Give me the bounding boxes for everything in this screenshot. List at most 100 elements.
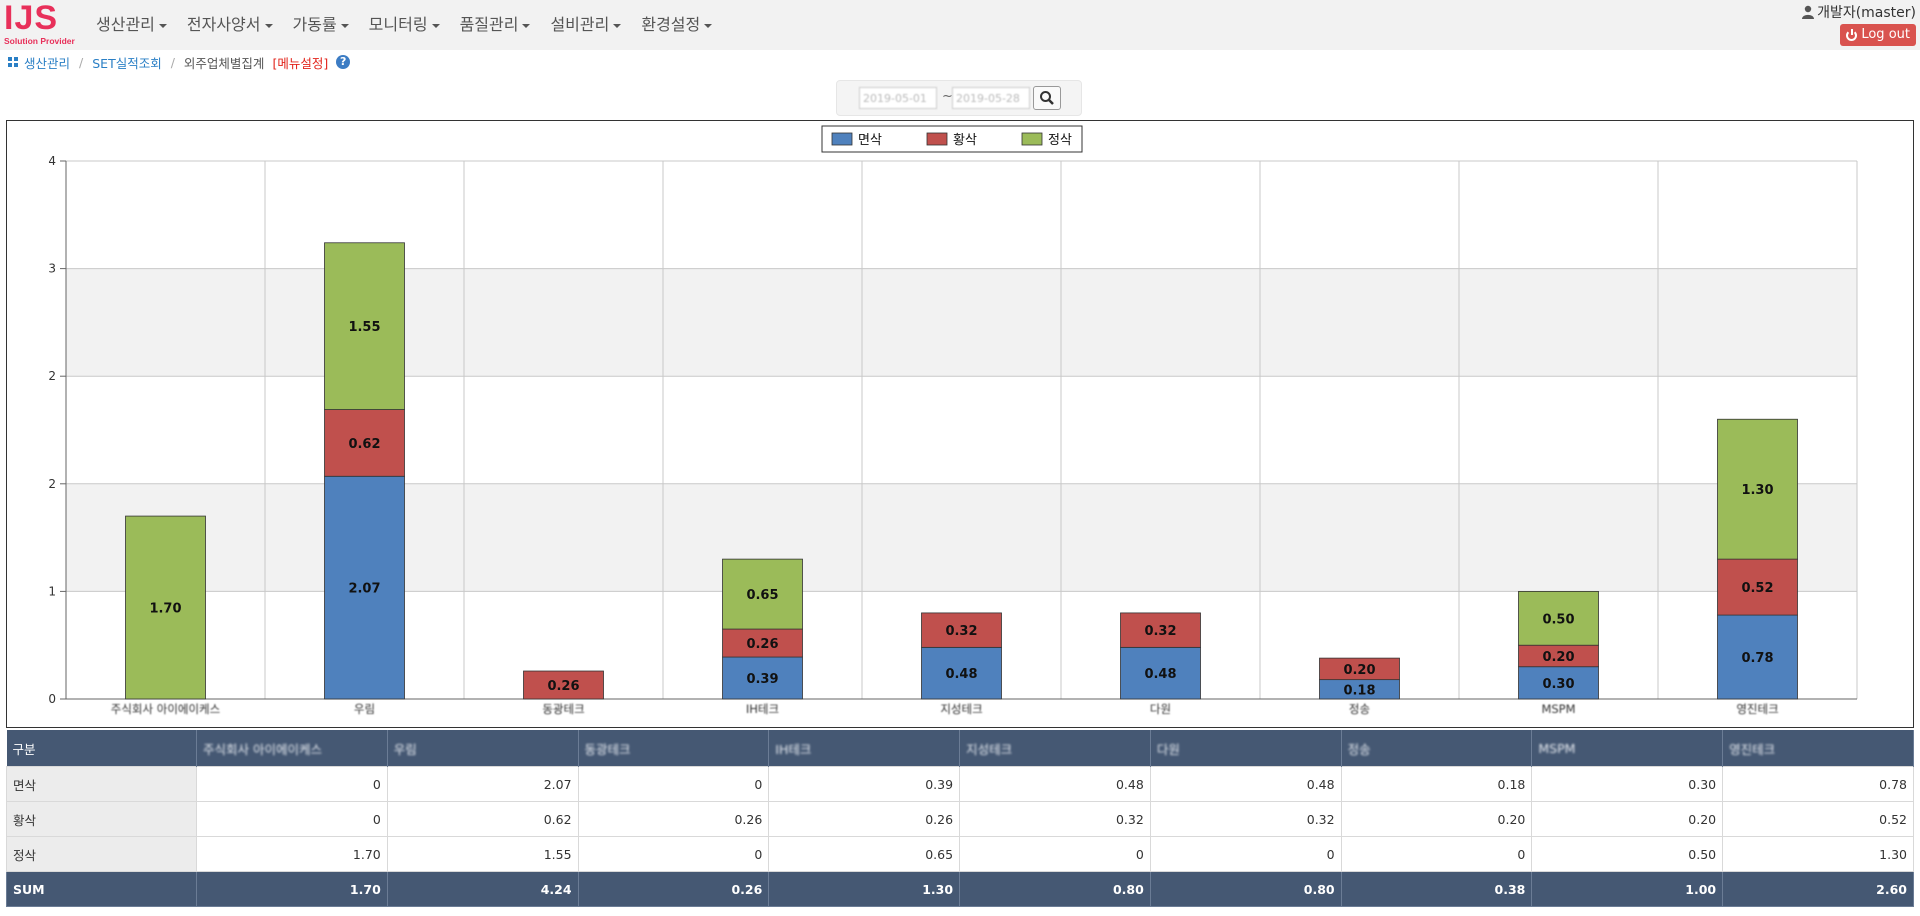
bar-value-label: 0.26 [746,637,778,652]
bar-segment [125,515,206,700]
bar-segment [722,656,803,700]
user-icon [1802,5,1815,19]
column-header: 동광테크 [578,730,770,767]
caret-down-icon [158,23,167,28]
bar-value-label: 0.48 [945,667,977,682]
table-cell: 0 [959,836,1151,872]
breadcrumb-set-results[interactable]: SET실적조회 [92,55,162,71]
app-logo[interactable]: IJS Solution Provider [4,0,76,46]
column-header: 영진테크 [1722,730,1914,767]
date-from-input[interactable] [859,87,937,109]
bar-segment [1717,418,1798,560]
column-header: 다원 [1150,730,1342,767]
x-category-label: IH테크 [746,702,779,716]
table-cell: 2.60 [1722,871,1914,907]
table-cell: 1.55 [386,836,579,872]
table-cell: 0.18 [1340,766,1533,802]
bar-value-label: 0.32 [945,624,977,639]
user-name: 개발자(master) [1817,5,1916,21]
bar-segment [921,646,1002,700]
table-cell: 0.80 [1149,871,1342,907]
y-tick-label: 2 [48,477,56,491]
bar-value-label: 0.52 [1741,581,1773,596]
table-cell: 4.24 [386,871,579,907]
menu-label: 모니터링 [368,15,428,34]
bar-segment [1717,614,1798,700]
bar-value-label: 1.55 [348,320,380,335]
x-category-label: 영진테크 [1736,702,1778,716]
x-category-label: 지성테크 [940,702,982,716]
table-cell: 0.50 [1531,836,1724,872]
date-to-input[interactable] [952,87,1030,109]
table-cell: 1.00 [1531,871,1724,907]
table-cell: 0 [577,766,770,802]
date-filter: ~ [836,80,1082,116]
column-header: IH테크 [768,730,961,767]
breadcrumb-current: 외주업체별집계 [183,55,265,71]
breadcrumb: 생산관리 / SET실적조회 / 외주업체별집계 [메뉴설정] ? [8,53,351,71]
bar-value-label: 0.50 [1542,612,1574,627]
table-cell: 0.20 [1340,801,1533,837]
table-cell: 0 [1149,836,1342,872]
row-header: 면삭 [6,766,197,802]
bar-segment [324,242,405,410]
x-category-label: 주식회사 아이에이케스 [111,702,220,716]
logo-text: IJS [4,0,59,37]
table-cell: 0.26 [768,801,961,837]
table-cell: 0.78 [1722,766,1914,802]
row-header: 정삭 [6,836,197,872]
table-cell: 0 [196,801,388,837]
bar-segment [1120,646,1201,700]
menu-equipment[interactable]: 설비관리 [540,0,631,50]
search-button[interactable] [1033,86,1061,110]
table-cell: 0.32 [959,801,1151,837]
caret-down-icon [264,23,273,28]
table-cell: 0.38 [1340,871,1533,907]
column-header: MSPM [1531,730,1724,767]
bar-value-label: 0.26 [547,679,579,694]
menu-quality[interactable]: 품질관리 [450,0,541,50]
menu-label: 품질관리 [459,15,519,34]
menu-operation-rate[interactable]: 가동률 [283,0,359,50]
caret-down-icon [431,23,440,28]
x-category-label: 동광테크 [542,702,584,716]
logout-label: Log out [1861,27,1910,42]
legend-label: 면삭 [858,133,882,148]
menu-setting-link[interactable]: [메뉴설정] [272,55,329,71]
bar-value-label: 0.65 [746,588,778,603]
date-separator: ~ [942,89,953,104]
y-tick-label: 2 [48,369,56,383]
table-cell: 0 [577,836,770,872]
legend-label: 황삭 [953,133,977,148]
help-icon[interactable]: ? [336,55,351,69]
logout-button[interactable]: Log out [1840,24,1916,46]
bar-segment [1120,612,1201,648]
caret-down-icon [522,23,531,28]
table-row: 황삭 0 0.62 0.26 0.26 0.32 0.32 0.20 0.20 … [6,801,1914,837]
bar-segment [523,670,604,700]
grid-icon [8,57,18,67]
table-cell: 0 [1340,836,1533,872]
table-cell: 0 [196,766,388,802]
menu-production[interactable]: 생산관리 [86,0,177,50]
bar-value-label: 1.70 [149,602,181,617]
menu-settings[interactable]: 환경설정 [631,0,722,50]
y-tick-label: 4 [48,154,56,168]
table-cell: 1.70 [196,871,388,907]
x-category-label: 우림 [354,702,375,716]
bar-value-label: 0.39 [746,672,778,687]
caret-down-icon [340,23,349,28]
menu-monitoring[interactable]: 모니터링 [359,0,450,50]
table-cell: 1.70 [196,836,388,872]
breadcrumb-production[interactable]: 생산관리 [24,55,71,71]
table-corner-header: 구분 [6,730,197,767]
bar-value-label: 0.20 [1343,663,1375,678]
bar-value-label: 0.48 [1144,667,1176,682]
table-cell: 0.80 [959,871,1151,907]
bar-value-label: 0.18 [1343,683,1375,698]
bar-value-label: 0.62 [348,437,380,452]
column-header: 주식회사 아이에이케스 [196,730,388,767]
menu-e-spec[interactable]: 전자사양서 [177,0,283,50]
y-tick-label: 0 [48,692,56,706]
table-cell: 0.65 [768,836,961,872]
